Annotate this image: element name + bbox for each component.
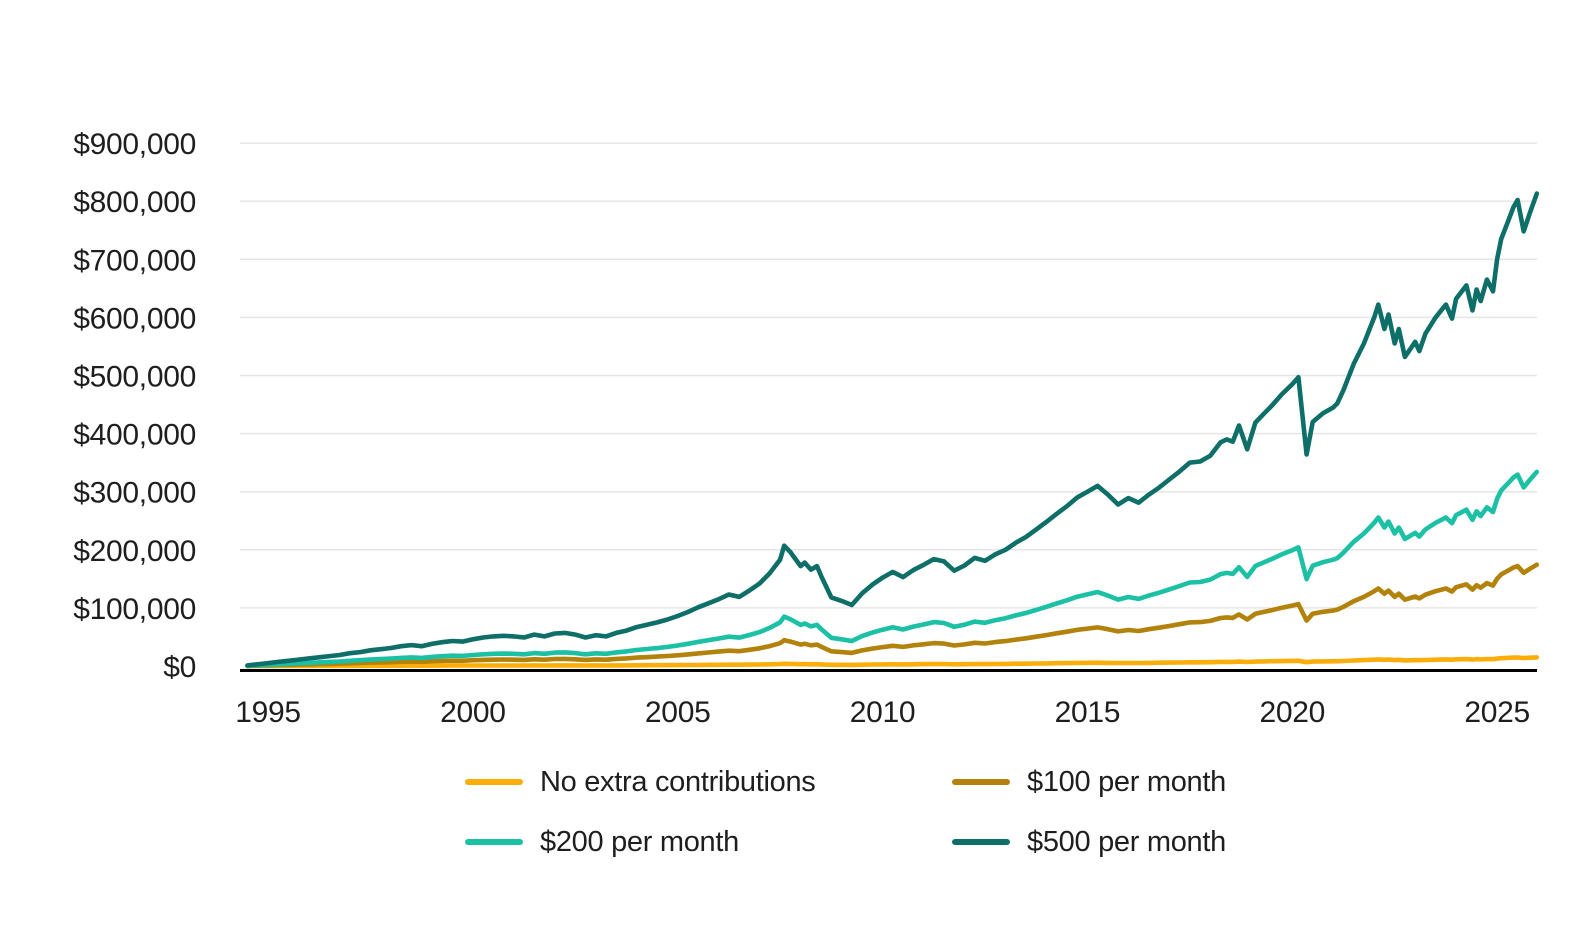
x-axis-tick-label: 2010: [850, 696, 916, 729]
x-axis-tick-label: 2015: [1055, 696, 1121, 729]
x-axis-tick-label: 2025: [1464, 696, 1530, 729]
series-line-2: [245, 469, 1540, 669]
series-line-0: [245, 655, 1540, 669]
y-axis-tick-label: $200,000: [73, 535, 196, 568]
y-axis-tick-label: $900,000: [73, 128, 196, 161]
y-axis-tick-label: $700,000: [73, 244, 196, 277]
y-axis-tick-label: $100,000: [73, 593, 196, 626]
series-line-3: [245, 191, 1540, 668]
x-axis-tick-label: 2005: [645, 696, 711, 729]
y-axis-tick-label: $400,000: [73, 419, 196, 452]
series-line-1: [245, 562, 1540, 669]
y-axis-tick-label: $800,000: [73, 186, 196, 219]
y-axis-tick-label: $500,000: [73, 361, 196, 394]
series-lines-group: [245, 191, 1540, 669]
y-axis-labels-group: $0 $100,000 $200,000 $300,000 $400,000 $500,0…: [73, 128, 196, 684]
x-axis-tick-label: 2000: [440, 696, 506, 729]
x-axis-labels-group: 1995 2000 2005 2010 2015 2020 2025: [235, 696, 1530, 729]
y-axis-tick-label: $300,000: [73, 477, 196, 510]
y-axis-tick-label: $600,000: [73, 302, 196, 335]
y-axis-tick-label: $0: [163, 651, 196, 684]
x-axis-tick-label: 1995: [235, 696, 301, 729]
gridlines-group: [240, 142, 1537, 609]
x-axis-tick-label: 2020: [1259, 696, 1325, 729]
